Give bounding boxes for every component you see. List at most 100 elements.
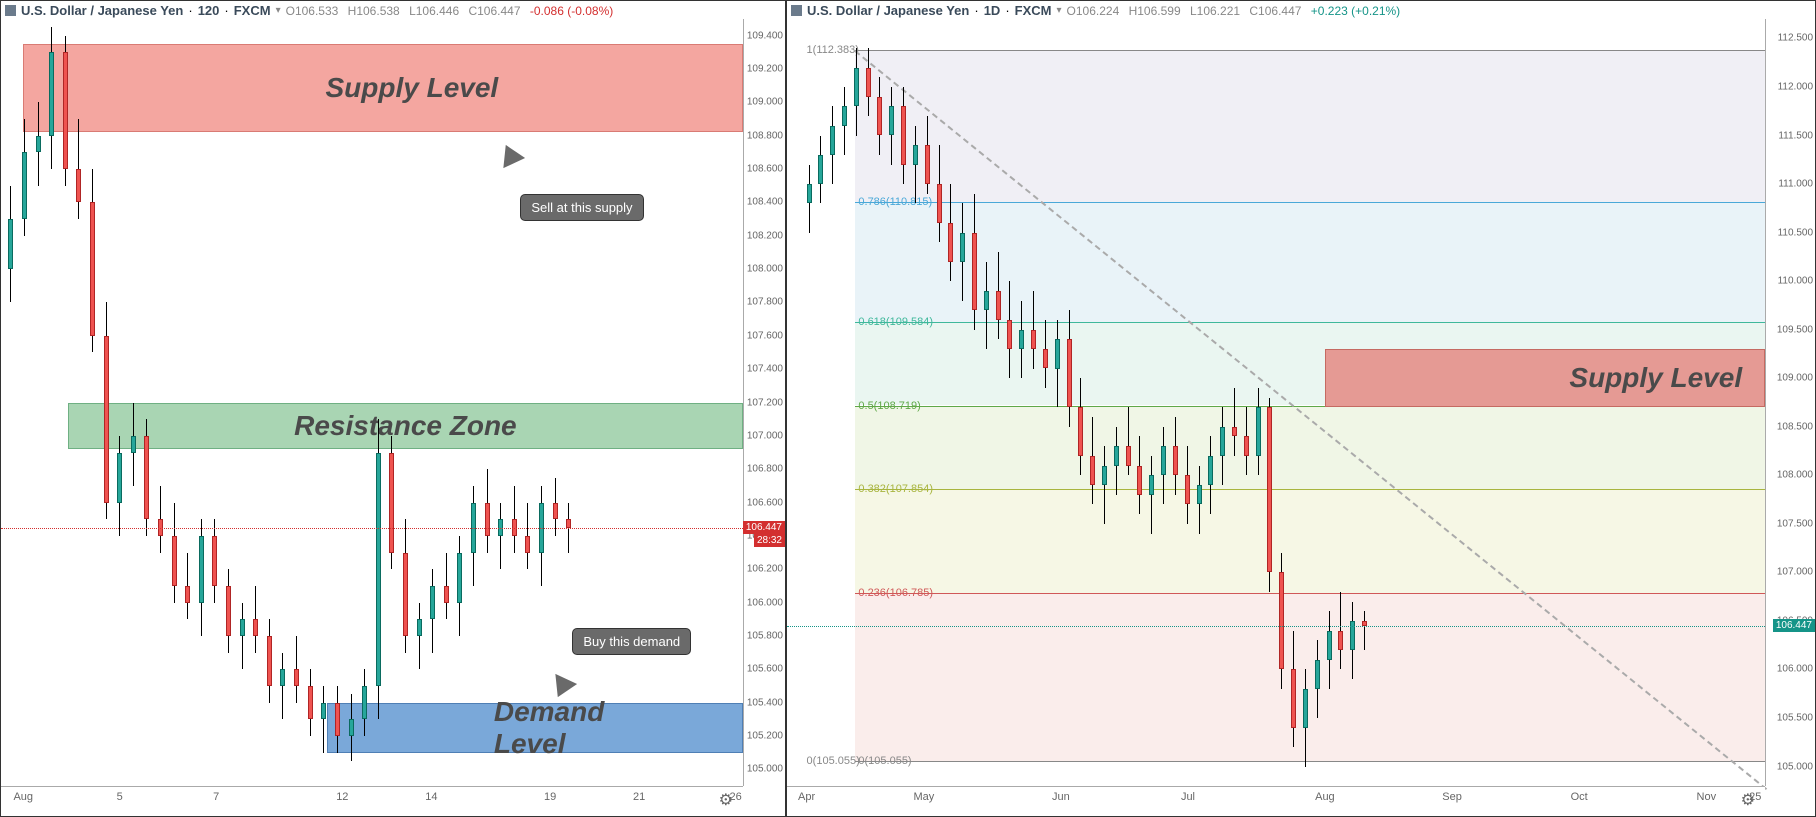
candle xyxy=(877,77,882,155)
x-axis-left[interactable]: ⚙ Aug571214192126 xyxy=(1,786,743,816)
chart-header-right: U.S. Dollar / Japanese Yen · 1D · FXCM ▾… xyxy=(791,3,1406,18)
candle xyxy=(240,603,245,670)
fib-line[interactable] xyxy=(855,202,1765,203)
y-tick: 109.400 xyxy=(747,30,783,41)
candle xyxy=(1197,466,1202,534)
candle xyxy=(889,87,894,165)
candle xyxy=(444,553,449,620)
chevron-down-icon[interactable]: ▾ xyxy=(1057,5,1062,16)
candle xyxy=(131,403,136,486)
x-tick: Jul xyxy=(1181,791,1195,803)
y-tick: 109.500 xyxy=(1777,324,1813,335)
demand-zone[interactable]: Demand Level xyxy=(327,703,743,753)
y-tick: 106.800 xyxy=(747,464,783,475)
x-tick: May xyxy=(914,791,935,803)
sell-callout[interactable]: Sell at this supply xyxy=(520,194,643,221)
chart-header-left: U.S. Dollar / Japanese Yen · 120 · FXCM … xyxy=(5,3,619,18)
candle xyxy=(498,503,503,570)
x-axis-right[interactable]: ⚙ AprMayJunJulAugSepOctNov25 xyxy=(787,786,1765,816)
candle xyxy=(1303,669,1308,766)
chart-120min[interactable]: U.S. Dollar / Japanese Yen · 120 · FXCM … xyxy=(0,0,786,817)
fib-line[interactable] xyxy=(855,50,1765,51)
timeframe[interactable]: 1D xyxy=(984,3,1001,18)
y-tick: 108.500 xyxy=(1777,421,1813,432)
supply-zone[interactable]: Supply Level xyxy=(23,44,743,132)
x-tick: 21 xyxy=(633,791,645,803)
x-tick: 12 xyxy=(336,791,348,803)
candle xyxy=(854,48,859,135)
candle xyxy=(1315,640,1320,718)
candle xyxy=(1220,407,1225,485)
demand-zone-label: Demand Level xyxy=(494,696,659,760)
y-tick: 110.000 xyxy=(1778,276,1813,287)
x-tick: 5 xyxy=(117,791,123,803)
separator: · xyxy=(974,3,978,18)
price-tag: 106.447 xyxy=(1773,619,1815,632)
y-tick: 109.000 xyxy=(1777,373,1813,384)
y-tick: 105.400 xyxy=(747,697,783,708)
candle xyxy=(525,503,530,570)
candle xyxy=(830,106,835,184)
symbol-title[interactable]: U.S. Dollar / Japanese Yen xyxy=(807,3,969,18)
fib-line[interactable] xyxy=(855,761,1765,762)
separator: · xyxy=(1005,3,1009,18)
candle xyxy=(901,87,906,184)
buy-callout[interactable]: Buy this demand xyxy=(572,628,691,655)
candle xyxy=(1338,592,1343,670)
candle xyxy=(925,116,930,194)
y-tick: 106.000 xyxy=(1777,664,1813,675)
fib-zone xyxy=(855,50,1765,202)
candle xyxy=(1279,553,1284,689)
fib-label: 0.618(109.584) xyxy=(858,316,933,328)
chart-1d[interactable]: U.S. Dollar / Japanese Yen · 1D · FXCM ▾… xyxy=(786,0,1816,817)
candle xyxy=(1043,320,1048,388)
candle xyxy=(1173,417,1178,495)
fib-label: 0.786(110.815) xyxy=(858,196,932,208)
y-tick: 108.800 xyxy=(747,130,783,141)
plot-area-right[interactable]: 0.786(110.815)0.618(109.584)0.5(108.719)… xyxy=(787,19,1765,786)
resistance-zone[interactable]: Resistance Zone xyxy=(68,403,743,450)
candle xyxy=(172,503,177,603)
candle xyxy=(1114,427,1119,495)
plot-area-left[interactable]: Supply Level Resistance Zone Demand Level S… xyxy=(1,19,743,786)
fib-zone xyxy=(855,489,1765,593)
y-tick: 105.000 xyxy=(747,764,783,775)
candle xyxy=(144,419,149,536)
y-axis-left[interactable]: 109.400109.200109.000108.800108.600108.4… xyxy=(743,19,785,786)
candle xyxy=(1067,310,1072,427)
candle xyxy=(972,194,977,330)
candle xyxy=(117,436,122,536)
separator: · xyxy=(224,3,228,18)
chevron-down-icon[interactable]: ▾ xyxy=(276,5,281,16)
x-tick: 26 xyxy=(729,791,741,803)
y-tick: 106.200 xyxy=(747,564,783,575)
symbol-icon xyxy=(791,5,802,16)
candle xyxy=(267,619,272,702)
candle xyxy=(1149,456,1154,534)
supply-zone-right[interactable]: Supply Level xyxy=(1325,349,1765,407)
candle xyxy=(280,653,285,720)
separator: · xyxy=(188,3,192,18)
fib-label: 0(105.055) xyxy=(858,755,911,767)
y-tick: 111.500 xyxy=(1778,130,1813,141)
candle xyxy=(349,694,354,761)
candle xyxy=(866,48,871,116)
fib-line[interactable] xyxy=(855,322,1765,323)
ohlc-display: O106.224 H106.599 L106.221 C106.447 +0.2… xyxy=(1067,4,1407,18)
fib-line[interactable] xyxy=(855,593,1765,594)
resistance-zone-label: Resistance Zone xyxy=(294,410,517,442)
symbol-title[interactable]: U.S. Dollar / Japanese Yen xyxy=(21,3,183,18)
y-tick: 108.400 xyxy=(747,197,783,208)
y-axis-right[interactable]: 112.500112.000111.500111.000110.500110.0… xyxy=(1765,19,1815,786)
candle xyxy=(36,102,41,185)
timeframe[interactable]: 120 xyxy=(198,3,220,18)
candle xyxy=(512,486,517,553)
candle xyxy=(1244,407,1249,475)
candle xyxy=(1350,602,1355,680)
candle xyxy=(842,87,847,155)
y-tick: 105.000 xyxy=(1777,761,1813,772)
y-tick: 107.800 xyxy=(747,297,783,308)
candle xyxy=(913,126,918,204)
broker: FXCM xyxy=(1015,3,1052,18)
fib-line[interactable] xyxy=(855,489,1765,490)
